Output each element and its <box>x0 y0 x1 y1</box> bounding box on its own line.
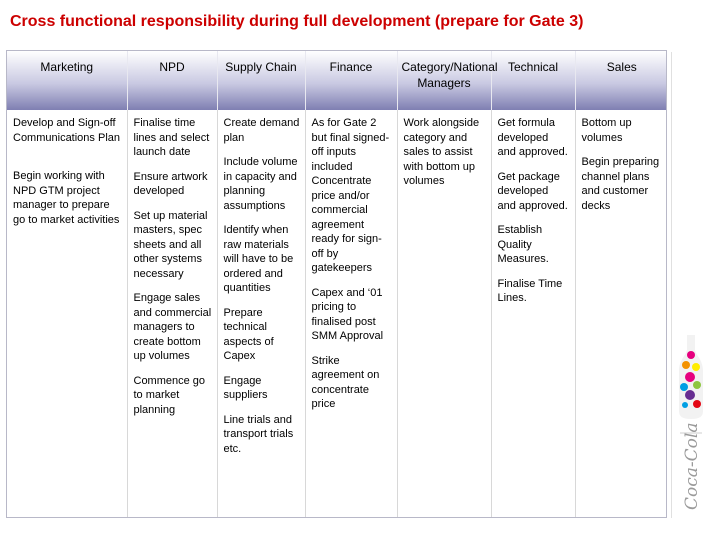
list-item: Get package developed and approved. <box>497 170 568 212</box>
list-item: Finalise Time Lines. <box>497 277 563 305</box>
header-category: Category/National Managers <box>396 51 498 110</box>
responsibility-table: Marketing NPD Supply Chain Finance Categ… <box>6 50 667 518</box>
header-finance: Finance <box>304 51 397 110</box>
list-item: Establish Quality Measures. <box>497 224 549 265</box>
header-supply-chain: Supply Chain <box>216 51 305 110</box>
list-item: Begin working with NPD GTM project manag… <box>13 170 120 226</box>
list-item: Engage sales and commercial managers to … <box>133 292 212 362</box>
sales-cell: Bottom up volumes Begin preparing channe… <box>574 110 666 517</box>
list-item: Engage suppliers <box>223 374 268 402</box>
npd-cell: Finalise time lines and select launch da… <box>126 110 217 517</box>
sidebar-divider <box>671 52 672 518</box>
list-item: Develop and Sign-off Communications Plan <box>13 117 120 144</box>
list-item: As for Gate 2 but final signed-off input… <box>311 117 390 274</box>
supply-chain-cell: Create demand plan Include volume in cap… <box>216 110 305 517</box>
header-row: Marketing NPD Supply Chain Finance Categ… <box>7 51 666 110</box>
list-item: Line trials and transport trials etc. <box>223 413 294 455</box>
list-item: Finalise time lines and select launch da… <box>133 117 210 158</box>
list-item: Include volume in capacity and planning … <box>223 156 298 212</box>
list-item: Create demand plan <box>223 117 300 144</box>
list-item: Strike agreement on concentrate price <box>311 354 380 411</box>
category-cell: Work alongside category and sales to ass… <box>396 110 491 517</box>
coca-cola-logo: Coca-Cola <box>679 335 703 510</box>
list-item: Ensure artwork developed <box>133 170 208 198</box>
list-item: Set up material masters, spec sheets and… <box>133 209 208 280</box>
list-item: Bottom up volumes <box>581 117 632 144</box>
header-npd: NPD <box>126 51 217 110</box>
list-item: Commence go to market planning <box>133 374 206 416</box>
header-technical: Technical <box>490 51 575 110</box>
list-item: Begin preparing channel plans and custom… <box>581 156 660 212</box>
list-item: Capex and ‘01 pricing to finalised post … <box>311 286 384 343</box>
list-item: Work alongside category and sales to ass… <box>403 117 480 187</box>
list-item: Identify when raw materials will have to… <box>223 224 294 294</box>
technical-cell: Get formula developed and approved. Get … <box>490 110 575 517</box>
marketing-cell: Develop and Sign-off Communications Plan… <box>7 110 127 517</box>
page-title: Cross functional responsibility during f… <box>10 13 584 30</box>
list-item: Prepare technical aspects of Capex <box>223 306 274 363</box>
list-item: Get formula developed and approved. <box>497 117 568 158</box>
header-sales: Sales <box>574 51 666 110</box>
table-row: Develop and Sign-off Communications Plan… <box>7 110 666 517</box>
finance-cell: As for Gate 2 but final signed-off input… <box>304 110 397 517</box>
header-marketing: Marketing <box>7 51 127 110</box>
svg-text:Coca-Cola: Coca-Cola <box>682 423 702 510</box>
